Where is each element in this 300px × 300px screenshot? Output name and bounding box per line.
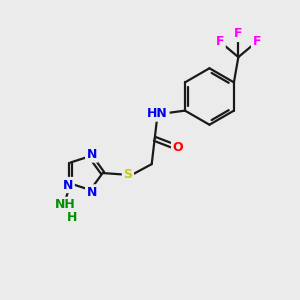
Text: N: N — [87, 186, 97, 199]
Text: O: O — [172, 141, 183, 154]
Text: F: F — [234, 27, 243, 40]
Text: N: N — [87, 148, 97, 161]
Text: NH: NH — [55, 198, 75, 212]
Text: HN: HN — [147, 107, 168, 120]
Text: H: H — [66, 211, 77, 224]
Text: N: N — [63, 178, 73, 191]
Text: F: F — [216, 35, 224, 48]
Text: F: F — [253, 35, 261, 48]
Text: S: S — [123, 168, 132, 181]
